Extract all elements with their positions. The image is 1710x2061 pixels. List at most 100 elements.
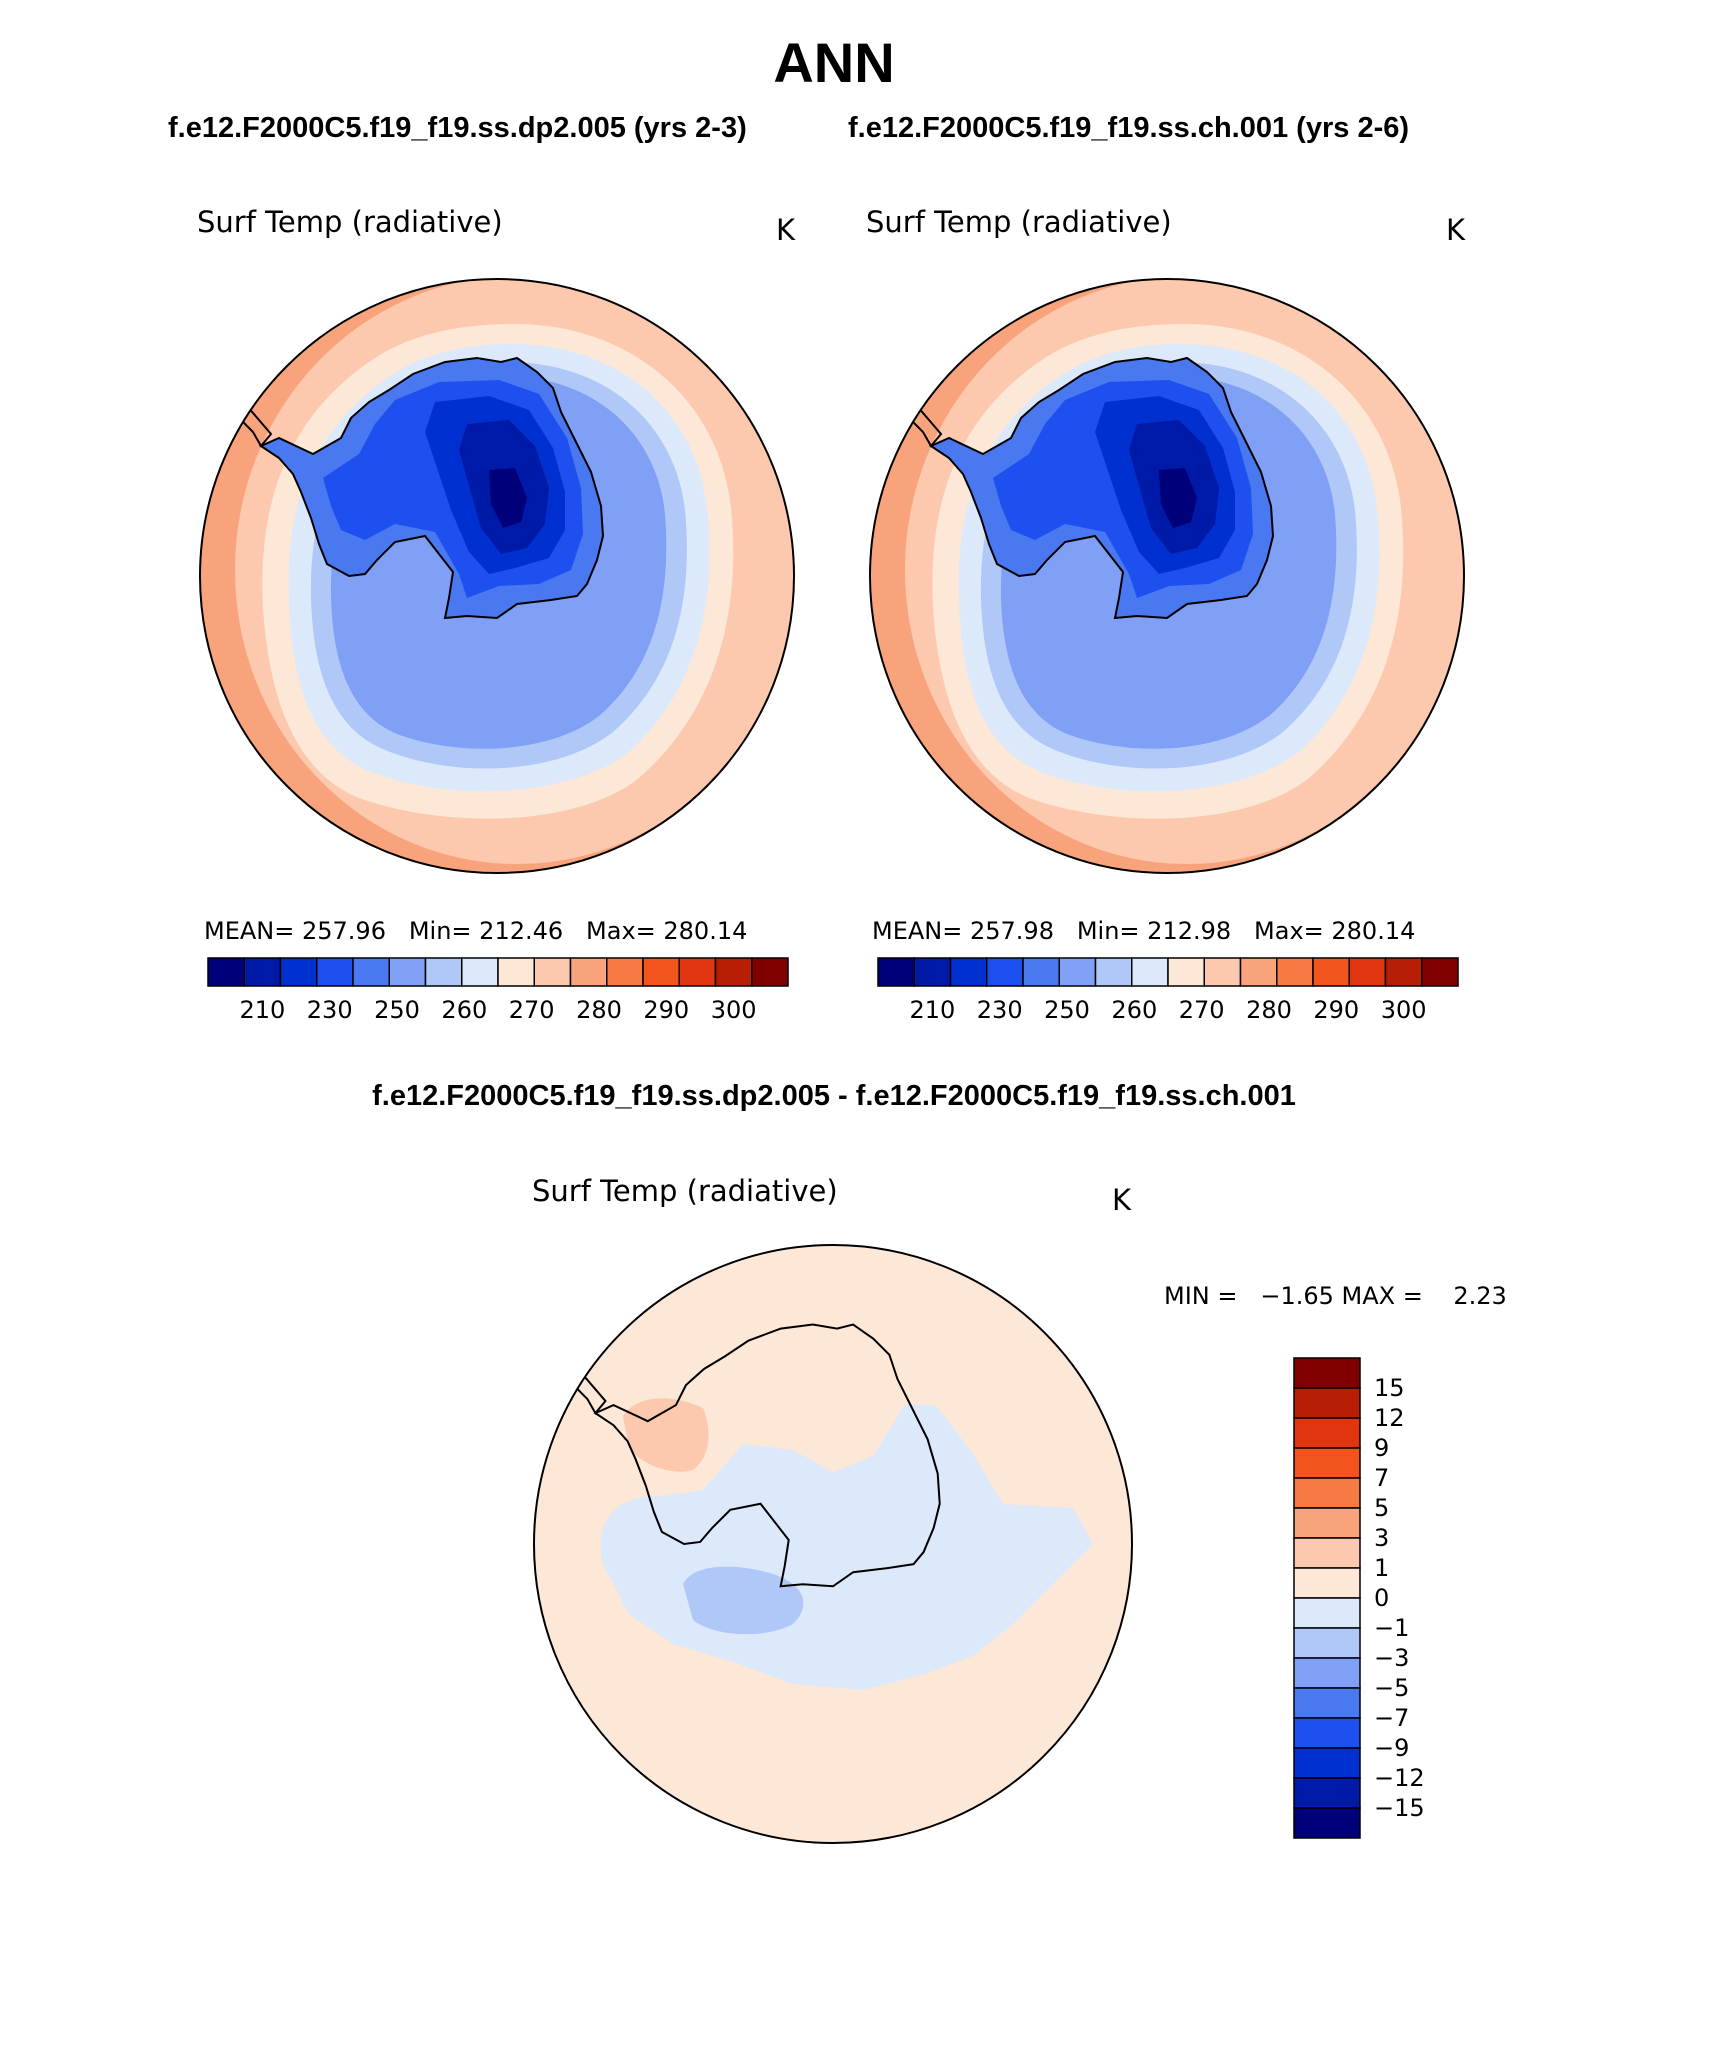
- panel1-variable-label: Surf Temp (radiative): [197, 205, 503, 239]
- colorbar-swatch: [877, 957, 915, 987]
- panel1-colorbar: 210 230 250 260 270 280 290 300: [205, 956, 791, 1024]
- diff-coastline: [593, 1323, 941, 1588]
- colorbar-swatch: [1312, 957, 1350, 987]
- diff-colorbar-tick-label: 9: [1374, 1434, 1389, 1462]
- case2-title: f.e12.F2000C5.f19_f19.ss.ch.001 (yrs 2-6…: [848, 112, 1410, 144]
- colorbar-swatch: [642, 957, 680, 987]
- colorbar-swatch: [714, 957, 753, 987]
- panel2-variable-label: Surf Temp (radiative): [866, 205, 1172, 239]
- colorbar-swatch: [1203, 957, 1242, 987]
- panel1-units-label: K: [776, 213, 796, 247]
- diff-colorbar-swatch: [1293, 1447, 1361, 1479]
- colorbar-tick-label: 230: [307, 996, 353, 1022]
- colorbar-tick-label: 280: [576, 996, 622, 1022]
- diff-warming-region: [623, 1398, 709, 1472]
- diff-colorbar-swatch: [1293, 1777, 1361, 1809]
- diff-colorbar-swatch: [1293, 1417, 1361, 1449]
- colorbar-swatch: [1094, 957, 1133, 987]
- diff-colorbar-swatch: [1293, 1657, 1361, 1689]
- panel1-contour-fills: [200, 279, 794, 873]
- diff-stats: MIN = −1.65 MAX = 2.23: [1164, 1282, 1507, 1310]
- panel2-colorbar: 210 230 250 260 270 280 290 300: [875, 956, 1461, 1024]
- difference-colorbar: 15 12 9 7 5 3 1 0 −1 −3 −5 −7 −9 −12 −15: [1292, 1356, 1432, 1841]
- diff-colorbar-swatch: [1293, 1717, 1361, 1749]
- colorbar-tick-label: 260: [441, 996, 487, 1022]
- diff-colorbar-tick-label: 3: [1374, 1524, 1389, 1552]
- diff-colorbar-tick-label: 12: [1374, 1404, 1405, 1432]
- colorbar-swatch: [678, 957, 717, 987]
- colorbar-swatch: [1276, 957, 1314, 987]
- panel2-colorbar-svg: 210 230 250 260 270 280 290 300: [877, 957, 1459, 1024]
- diff-colorbar-swatch: [1293, 1747, 1361, 1779]
- colorbar-swatch: [913, 957, 952, 987]
- colorbar-swatch: [497, 957, 535, 987]
- diff-colorbar-tick-label: −15: [1374, 1794, 1425, 1822]
- diff-colorbar-swatch: [1293, 1597, 1361, 1629]
- panel1-polar-map: [199, 278, 795, 874]
- diff-colorbar-tick-label: −9: [1374, 1734, 1409, 1762]
- colorbar-swatch: [1239, 957, 1278, 987]
- diff-variable-label: Surf Temp (radiative): [532, 1174, 838, 1208]
- plateau-zone-3: [489, 468, 527, 528]
- colorbar-swatch: [533, 957, 572, 987]
- colorbar-tick-label: 250: [1044, 996, 1090, 1022]
- difference-contour-fills: [534, 1245, 1132, 1843]
- colorbar-tick-label: 290: [643, 996, 689, 1022]
- diff-colorbar-tick-label: 1: [1374, 1554, 1389, 1582]
- colorbar-swatch: [352, 957, 390, 987]
- diff-colorbar-swatch: [1293, 1477, 1361, 1509]
- diff-colorbar-tick-label: −5: [1374, 1674, 1409, 1702]
- colorbar-swatch: [1131, 957, 1169, 987]
- diff-colorbar-swatch: [1293, 1537, 1361, 1569]
- colorbar-tick-label: 250: [374, 996, 420, 1022]
- panel2-units-label: K: [1446, 213, 1466, 247]
- case1-title: f.e12.F2000C5.f19_f19.ss.dp2.005 (yrs 2-…: [168, 112, 747, 144]
- colorbar-tick-label: 210: [239, 996, 285, 1022]
- diff-strong-cooling-region: [683, 1566, 804, 1635]
- colorbar-tick-label: 280: [1246, 996, 1292, 1022]
- colorbar-swatch: [986, 957, 1024, 987]
- diff-colorbar-tick-label: −3: [1374, 1644, 1409, 1672]
- difference-title: f.e12.F2000C5.f19_f19.ss.dp2.005 - f.e12…: [372, 1080, 1296, 1112]
- plateau-zone-3: [1159, 468, 1197, 528]
- coastline: [928, 356, 1275, 620]
- colorbar-swatch: [279, 957, 318, 987]
- colorbar-swatch: [243, 957, 282, 987]
- colorbar-swatch: [751, 957, 789, 987]
- colorbar-tick-label: 270: [1179, 996, 1225, 1022]
- diff-colorbar-tick-label: 0: [1374, 1584, 1389, 1612]
- panel1-stats: MEAN= 257.96 Min= 212.46 Max= 280.14: [204, 917, 748, 945]
- diff-colorbar-swatch: [1293, 1807, 1361, 1839]
- diff-colorbar-tick-label: −7: [1374, 1704, 1409, 1732]
- diff-colorbar-swatch: [1293, 1567, 1361, 1599]
- colorbar-swatch: [1058, 957, 1097, 987]
- diff-colorbar-tick-label: 15: [1374, 1374, 1405, 1402]
- colorbar-swatch: [316, 957, 354, 987]
- colorbar-tick-label: 210: [909, 996, 955, 1022]
- colorbar-tick-label: 230: [977, 996, 1023, 1022]
- colorbar-swatch: [207, 957, 245, 987]
- colorbar-swatch: [606, 957, 644, 987]
- coastline: [258, 356, 605, 620]
- colorbar-swatch: [949, 957, 988, 987]
- south-america-coastline: [216, 441, 225, 457]
- colorbar-swatch: [1384, 957, 1423, 987]
- diff-colorbar-tick-label: 7: [1374, 1464, 1389, 1492]
- panel2-polar-map: [869, 278, 1465, 874]
- season-title: ANN: [773, 31, 895, 94]
- diff-colorbar-tick-label: −1: [1374, 1614, 1409, 1642]
- colorbar-tick-label: 290: [1313, 996, 1359, 1022]
- diff-colorbar-swatch: [1293, 1507, 1361, 1539]
- panel2-contour-fills: [870, 279, 1464, 873]
- panel2-stats: MEAN= 257.98 Min= 212.98 Max= 280.14: [872, 917, 1416, 945]
- colorbar-swatch: [1348, 957, 1387, 987]
- diff-colorbar-swatch: [1293, 1387, 1361, 1419]
- colorbar-tick-label: 260: [1111, 996, 1157, 1022]
- colorbar-swatch: [569, 957, 608, 987]
- diff-colorbar-swatch: [1293, 1687, 1361, 1719]
- south-america-coastline: [886, 441, 895, 457]
- colorbar-swatch: [424, 957, 463, 987]
- colorbar-tick-label: 270: [509, 996, 555, 1022]
- colorbar-swatch: [1167, 957, 1205, 987]
